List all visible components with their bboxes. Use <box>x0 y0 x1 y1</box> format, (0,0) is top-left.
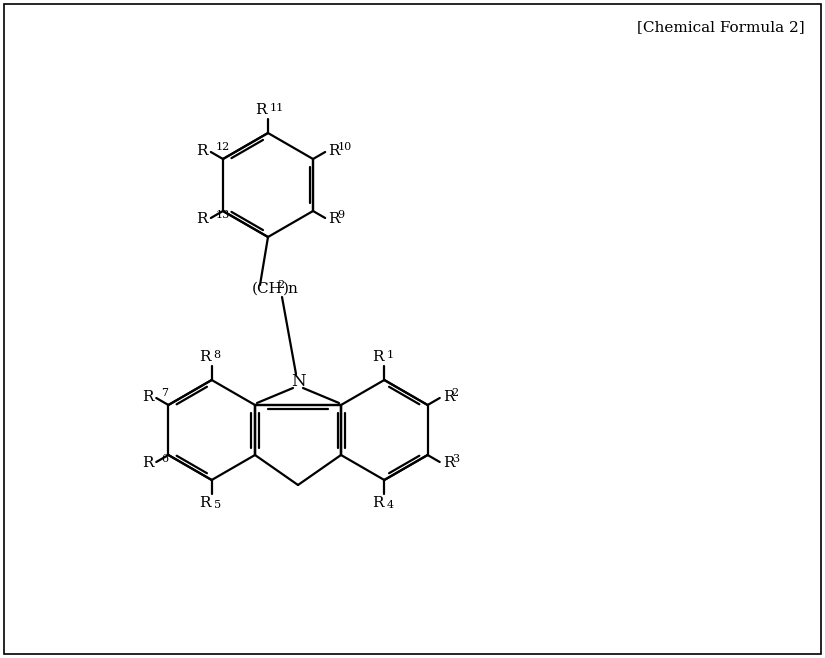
Text: 9: 9 <box>337 210 344 220</box>
Text: 1: 1 <box>386 350 394 360</box>
Text: N: N <box>290 374 305 390</box>
Text: R: R <box>372 350 384 364</box>
Text: R: R <box>196 144 208 158</box>
Text: R: R <box>199 496 210 510</box>
Text: R: R <box>372 496 384 510</box>
Text: R: R <box>142 390 153 404</box>
Text: 6: 6 <box>161 454 168 464</box>
Text: R: R <box>443 456 455 470</box>
Text: R: R <box>196 212 208 226</box>
Text: 13: 13 <box>216 210 230 220</box>
Text: R: R <box>443 390 455 404</box>
Text: R: R <box>142 456 153 470</box>
Text: R: R <box>199 350 210 364</box>
Text: (CH: (CH <box>252 282 283 296</box>
Text: 2: 2 <box>277 280 284 290</box>
Text: 4: 4 <box>386 500 394 510</box>
Text: 10: 10 <box>337 142 351 152</box>
Text: R: R <box>328 144 340 158</box>
Text: 3: 3 <box>452 454 459 464</box>
Text: R: R <box>256 103 267 117</box>
Text: 2: 2 <box>452 388 459 398</box>
Text: 7: 7 <box>161 388 168 398</box>
Text: )n: )n <box>283 282 299 296</box>
Text: 5: 5 <box>214 500 221 510</box>
Text: R: R <box>328 212 340 226</box>
Text: 8: 8 <box>214 350 221 360</box>
Text: 11: 11 <box>270 103 285 113</box>
Text: 12: 12 <box>216 142 230 152</box>
Text: [Chemical Formula 2]: [Chemical Formula 2] <box>638 20 805 34</box>
